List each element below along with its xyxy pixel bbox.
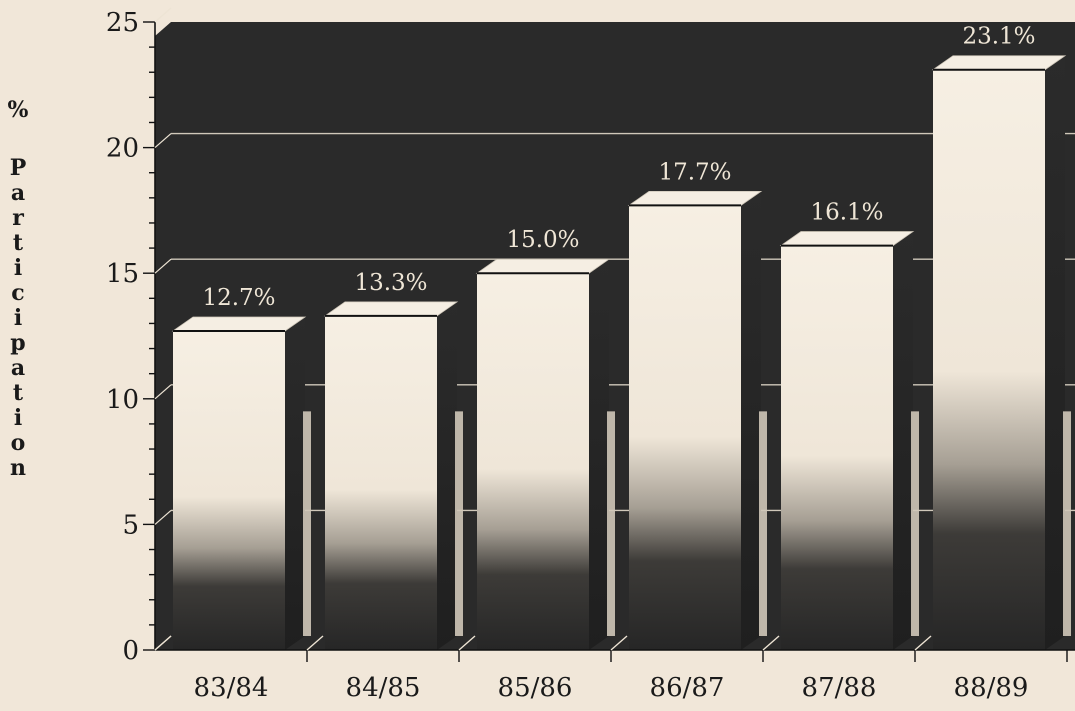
y-tick-label-0: 0 <box>122 636 139 666</box>
data-label-87-88: 16.1% <box>810 200 883 226</box>
data-label-86-87: 17.7% <box>658 159 731 185</box>
data-label-84-85: 13.3% <box>354 270 427 296</box>
y-tick-label-10: 10 <box>106 385 139 415</box>
bar-87-88 <box>779 231 919 650</box>
bar-top <box>475 258 611 274</box>
y-tick-connector <box>154 7 172 23</box>
bar-side <box>437 301 457 650</box>
y-axis-title-char: i <box>14 405 22 431</box>
y-axis-title-char: t <box>13 380 24 406</box>
data-labels: 12.7% 13.3% 15.0% 17.7% 16.1% 23.1% <box>202 24 1035 311</box>
bar-side <box>1045 55 1065 650</box>
bar-side <box>589 259 609 650</box>
bar-front <box>325 315 437 650</box>
x-tick-label-83-84: 83/84 <box>194 673 269 703</box>
bar-83-84 <box>171 316 311 650</box>
y-axis-title-char: c <box>11 280 24 306</box>
bar-top <box>323 301 459 317</box>
bar-top <box>931 55 1067 71</box>
bar-floor-strip <box>303 411 311 636</box>
y-tick-connector <box>154 509 172 525</box>
x-floor-connector <box>914 635 932 651</box>
bar-side <box>285 316 305 650</box>
y-axis-title-char: o <box>11 430 26 456</box>
y-tick-connector <box>154 384 172 400</box>
x-floor-connector <box>154 635 172 651</box>
bar-84-85 <box>323 301 463 650</box>
x-tick-label-88-89: 88/89 <box>954 673 1029 703</box>
bar-front <box>781 245 893 650</box>
y-axis-title-char: i <box>14 255 22 281</box>
bar-86-87 <box>627 190 767 650</box>
y-axis-title-char: P <box>10 155 27 181</box>
y-tick-label-15: 15 <box>106 259 139 289</box>
bar-top <box>171 316 307 332</box>
x-floor-connector <box>762 635 780 651</box>
bar-85-86 <box>475 258 615 650</box>
x-tick-label-84-85: 84/85 <box>346 673 421 703</box>
bar-88-89 <box>931 55 1071 650</box>
y-axis-title-char: t <box>13 230 24 256</box>
bar-floor-strip <box>759 411 767 636</box>
y-axis-title-char: n <box>10 455 26 481</box>
data-label-83-84: 12.7% <box>202 285 275 311</box>
y-tick-connector <box>154 133 172 149</box>
x-floor-connector <box>306 635 324 651</box>
x-tick-label-85-86: 85/86 <box>498 673 573 703</box>
bar-side <box>893 231 913 650</box>
y-axis-title-char: % <box>8 97 29 123</box>
y-axis-title-char: i <box>14 305 22 331</box>
gridlines <box>171 132 1075 512</box>
axes: 0 5 10 15 20 25 83/84 84/85 85/86 86/87 87/88 88/89 <box>106 7 1075 703</box>
bar-front <box>173 330 285 650</box>
bar-top <box>779 231 915 246</box>
y-axis-title-char: r <box>12 205 24 231</box>
bar-front <box>629 205 741 650</box>
x-tick-label-87-88: 87/88 <box>802 673 877 703</box>
data-label-85-86: 15.0% <box>506 227 579 253</box>
x-floor-connector <box>458 635 476 651</box>
x-tick-label-86-87: 86/87 <box>650 673 725 703</box>
y-tick-label-5: 5 <box>122 510 139 540</box>
y-tick-label-25: 25 <box>106 8 139 38</box>
bar-top <box>627 190 763 206</box>
bar-floor-strip <box>455 411 463 636</box>
bar-floor-strip <box>1063 411 1071 636</box>
bar-front <box>477 273 589 650</box>
bar-front <box>933 69 1045 650</box>
bars <box>171 55 1071 650</box>
bar-side <box>741 191 761 650</box>
y-tick-connector <box>154 258 172 274</box>
bar-floor-strip <box>607 411 615 636</box>
y-axis-title-char: a <box>11 355 25 381</box>
y-tick-label-20: 20 <box>106 134 139 164</box>
x-floor-connector <box>610 635 628 651</box>
data-label-88-89: 23.1% <box>962 24 1035 50</box>
y-axis-title-char: p <box>10 330 25 356</box>
bar-floor-strip <box>911 411 919 636</box>
y-axis-title-char: a <box>11 180 25 206</box>
